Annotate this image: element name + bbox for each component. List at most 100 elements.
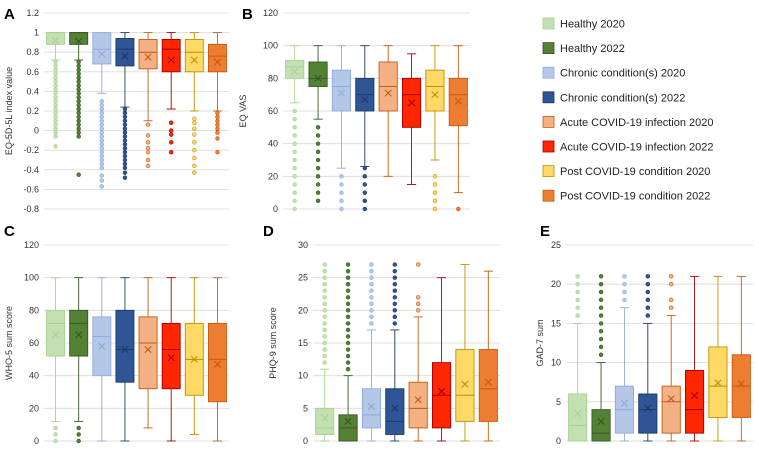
- mean-marker: [75, 331, 83, 339]
- outlier-point: [345, 366, 351, 372]
- outlier-point: [76, 75, 81, 80]
- outlier-point: [432, 174, 438, 179]
- box-5: [138, 277, 158, 429]
- outlier-point: [345, 301, 351, 306]
- outlier-point: [99, 134, 105, 139]
- y-tick-label: 25: [298, 273, 308, 283]
- box-body: [591, 409, 611, 442]
- outlier-point: [215, 114, 220, 120]
- box-body: [46, 309, 66, 357]
- box-body: [92, 32, 112, 65]
- outlier-point: [322, 347, 327, 352]
- legend-swatch: [542, 66, 555, 79]
- outlier-point: [145, 163, 151, 169]
- box-body: [425, 69, 445, 112]
- box-body: [448, 77, 468, 127]
- y-tick-label: 100: [263, 41, 278, 51]
- legend-item: Healthy 2022: [542, 42, 625, 55]
- outlier-point: [168, 140, 174, 145]
- mean-marker: [121, 345, 129, 354]
- mean-marker: [75, 37, 83, 46]
- outlier-point: [53, 110, 58, 116]
- outlier-point: [122, 110, 128, 116]
- outlier-point: [339, 174, 344, 179]
- outlier-point: [369, 275, 374, 280]
- mean-marker: [291, 68, 299, 76]
- mean-marker: [391, 404, 399, 412]
- outlier-point: [99, 142, 105, 147]
- outlier-point: [76, 79, 81, 84]
- outlier-point: [76, 134, 81, 139]
- outlier-point: [392, 262, 398, 267]
- mean-marker: [461, 380, 469, 388]
- box-body: [361, 388, 382, 429]
- y-axis-label: PHQ-9 sum score: [268, 307, 278, 379]
- outlier-point: [76, 126, 81, 131]
- box-2: [591, 274, 611, 442]
- outlier-point: [76, 425, 81, 431]
- legend-swatch: [542, 165, 555, 178]
- outlier-point: [315, 174, 321, 179]
- mean-marker: [437, 387, 446, 395]
- outlier-point: [339, 182, 344, 187]
- box-body: [46, 32, 66, 45]
- y-tick-label: 0.8: [26, 47, 39, 57]
- y-tick-label: 25: [551, 240, 561, 250]
- outlier-point: [432, 182, 438, 187]
- box-body: [568, 393, 588, 442]
- outlier-point: [598, 344, 604, 350]
- box-body: [308, 61, 328, 87]
- outlier-point: [99, 118, 105, 124]
- outlier-point: [322, 327, 327, 333]
- outlier-point: [76, 95, 81, 100]
- panel-c: 0 20 40 60 80 100 120 WHO-5 sum score C: [4, 223, 229, 446]
- outlier-point: [122, 126, 128, 131]
- outlier-point: [622, 282, 627, 287]
- box-6: [431, 277, 452, 442]
- outlier-point: [322, 321, 327, 326]
- outlier-point: [122, 149, 128, 155]
- outlier-point: [145, 133, 151, 138]
- outlier-point: [575, 313, 580, 318]
- legend-swatch: [542, 189, 555, 202]
- box-6: [161, 32, 181, 155]
- box-body: [115, 309, 135, 383]
- outlier-point: [369, 288, 374, 293]
- outlier-point: [598, 321, 604, 326]
- outlier-point: [645, 274, 651, 279]
- outlier-point: [315, 190, 321, 195]
- legend-item: Post COVID-19 condition 2022: [542, 189, 710, 203]
- outlier-point: [392, 282, 398, 287]
- box-5: [661, 274, 681, 442]
- box-7: [708, 275, 728, 442]
- outlier-point: [168, 132, 174, 137]
- outlier-point: [315, 198, 321, 204]
- outlier-point: [345, 295, 351, 300]
- y-tick-label: 0.4: [26, 86, 39, 96]
- box-body: [69, 32, 89, 45]
- outlier-point: [53, 83, 58, 88]
- outlier-point: [345, 327, 351, 333]
- outlier-point: [192, 132, 197, 137]
- outlier-point: [53, 432, 58, 437]
- outlier-point: [192, 116, 197, 122]
- mean-marker: [314, 74, 322, 82]
- outlier-point: [315, 133, 321, 138]
- outlier-point: [315, 149, 321, 155]
- outlier-point: [598, 305, 604, 310]
- y-tick-label: 120: [24, 240, 39, 250]
- outlier-point: [598, 289, 604, 295]
- panel-d: 0 5 10 15 20 25 30 PHQ-9 sum score D: [263, 223, 500, 446]
- y-tick-label: 0.2: [26, 106, 39, 116]
- mean-marker: [51, 331, 60, 339]
- y-tick-label: 0.6: [26, 67, 39, 77]
- outlier-point: [369, 301, 374, 306]
- mean-marker: [344, 417, 352, 425]
- outlier-point: [292, 133, 297, 138]
- outlier-point: [122, 146, 128, 151]
- outlier-point: [53, 144, 58, 149]
- mean-marker: [384, 89, 392, 97]
- mean-marker: [597, 417, 605, 425]
- outlier-point: [53, 91, 58, 96]
- box-body: [285, 59, 305, 79]
